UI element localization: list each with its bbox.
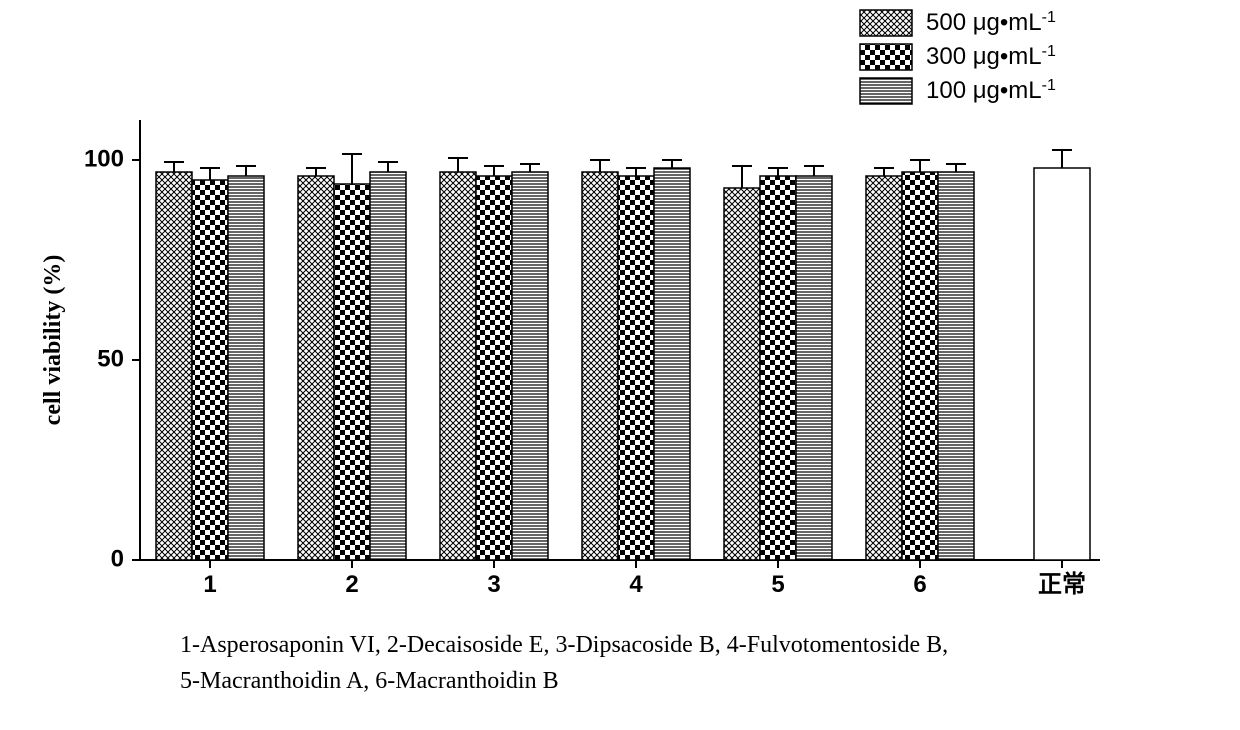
svg-text:cell viability (%): cell viability (%) — [40, 255, 66, 426]
bar — [938, 172, 974, 560]
bar — [298, 176, 334, 560]
legend-label: 500 μg•mL-1 — [926, 9, 1056, 37]
bar — [724, 188, 760, 560]
svg-text:0: 0 — [111, 545, 124, 572]
bar — [654, 168, 690, 560]
x-tick-label: 4 — [629, 571, 643, 598]
bar — [1034, 168, 1090, 560]
chart-container: 0 50 100 cell viability (%) 1 2 3 4 5 6 正常 500 μg•m… — [0, 0, 1240, 730]
caption-line-2: 5-Macranthoidin A, 6-Macranthoidin B — [180, 668, 559, 695]
x-tick-label: 5 — [771, 571, 784, 598]
bar — [512, 172, 548, 560]
bar — [582, 172, 618, 560]
bar — [476, 176, 512, 560]
legend-swatch — [860, 44, 912, 70]
legend-swatch — [860, 78, 912, 104]
bar — [902, 172, 938, 560]
bar-chart: 0 50 100 cell viability (%) 1 2 3 4 5 6 正常 500 μg•m… — [0, 0, 1240, 730]
bar — [228, 176, 264, 560]
svg-text:50: 50 — [97, 345, 124, 372]
bar — [334, 184, 370, 560]
legend-label: 300 μg•mL-1 — [926, 43, 1056, 71]
x-tick-label: 6 — [913, 571, 926, 598]
bar — [192, 180, 228, 560]
bar — [370, 172, 406, 560]
bar — [760, 176, 796, 560]
bar — [440, 172, 476, 560]
legend-label: 100 μg•mL-1 — [926, 77, 1056, 105]
x-tick-label: 3 — [487, 571, 500, 598]
x-tick-label: 正常 — [1038, 571, 1086, 598]
svg-text:100: 100 — [84, 145, 124, 172]
legend-swatch — [860, 10, 912, 36]
x-tick-label: 2 — [345, 571, 358, 598]
caption-line-1: 1-Asperosaponin VI, 2-Decaisoside E, 3-D… — [180, 632, 948, 659]
bar — [618, 176, 654, 560]
x-tick-label: 1 — [203, 571, 216, 598]
bar — [156, 172, 192, 560]
bar — [866, 176, 902, 560]
bar — [796, 176, 832, 560]
